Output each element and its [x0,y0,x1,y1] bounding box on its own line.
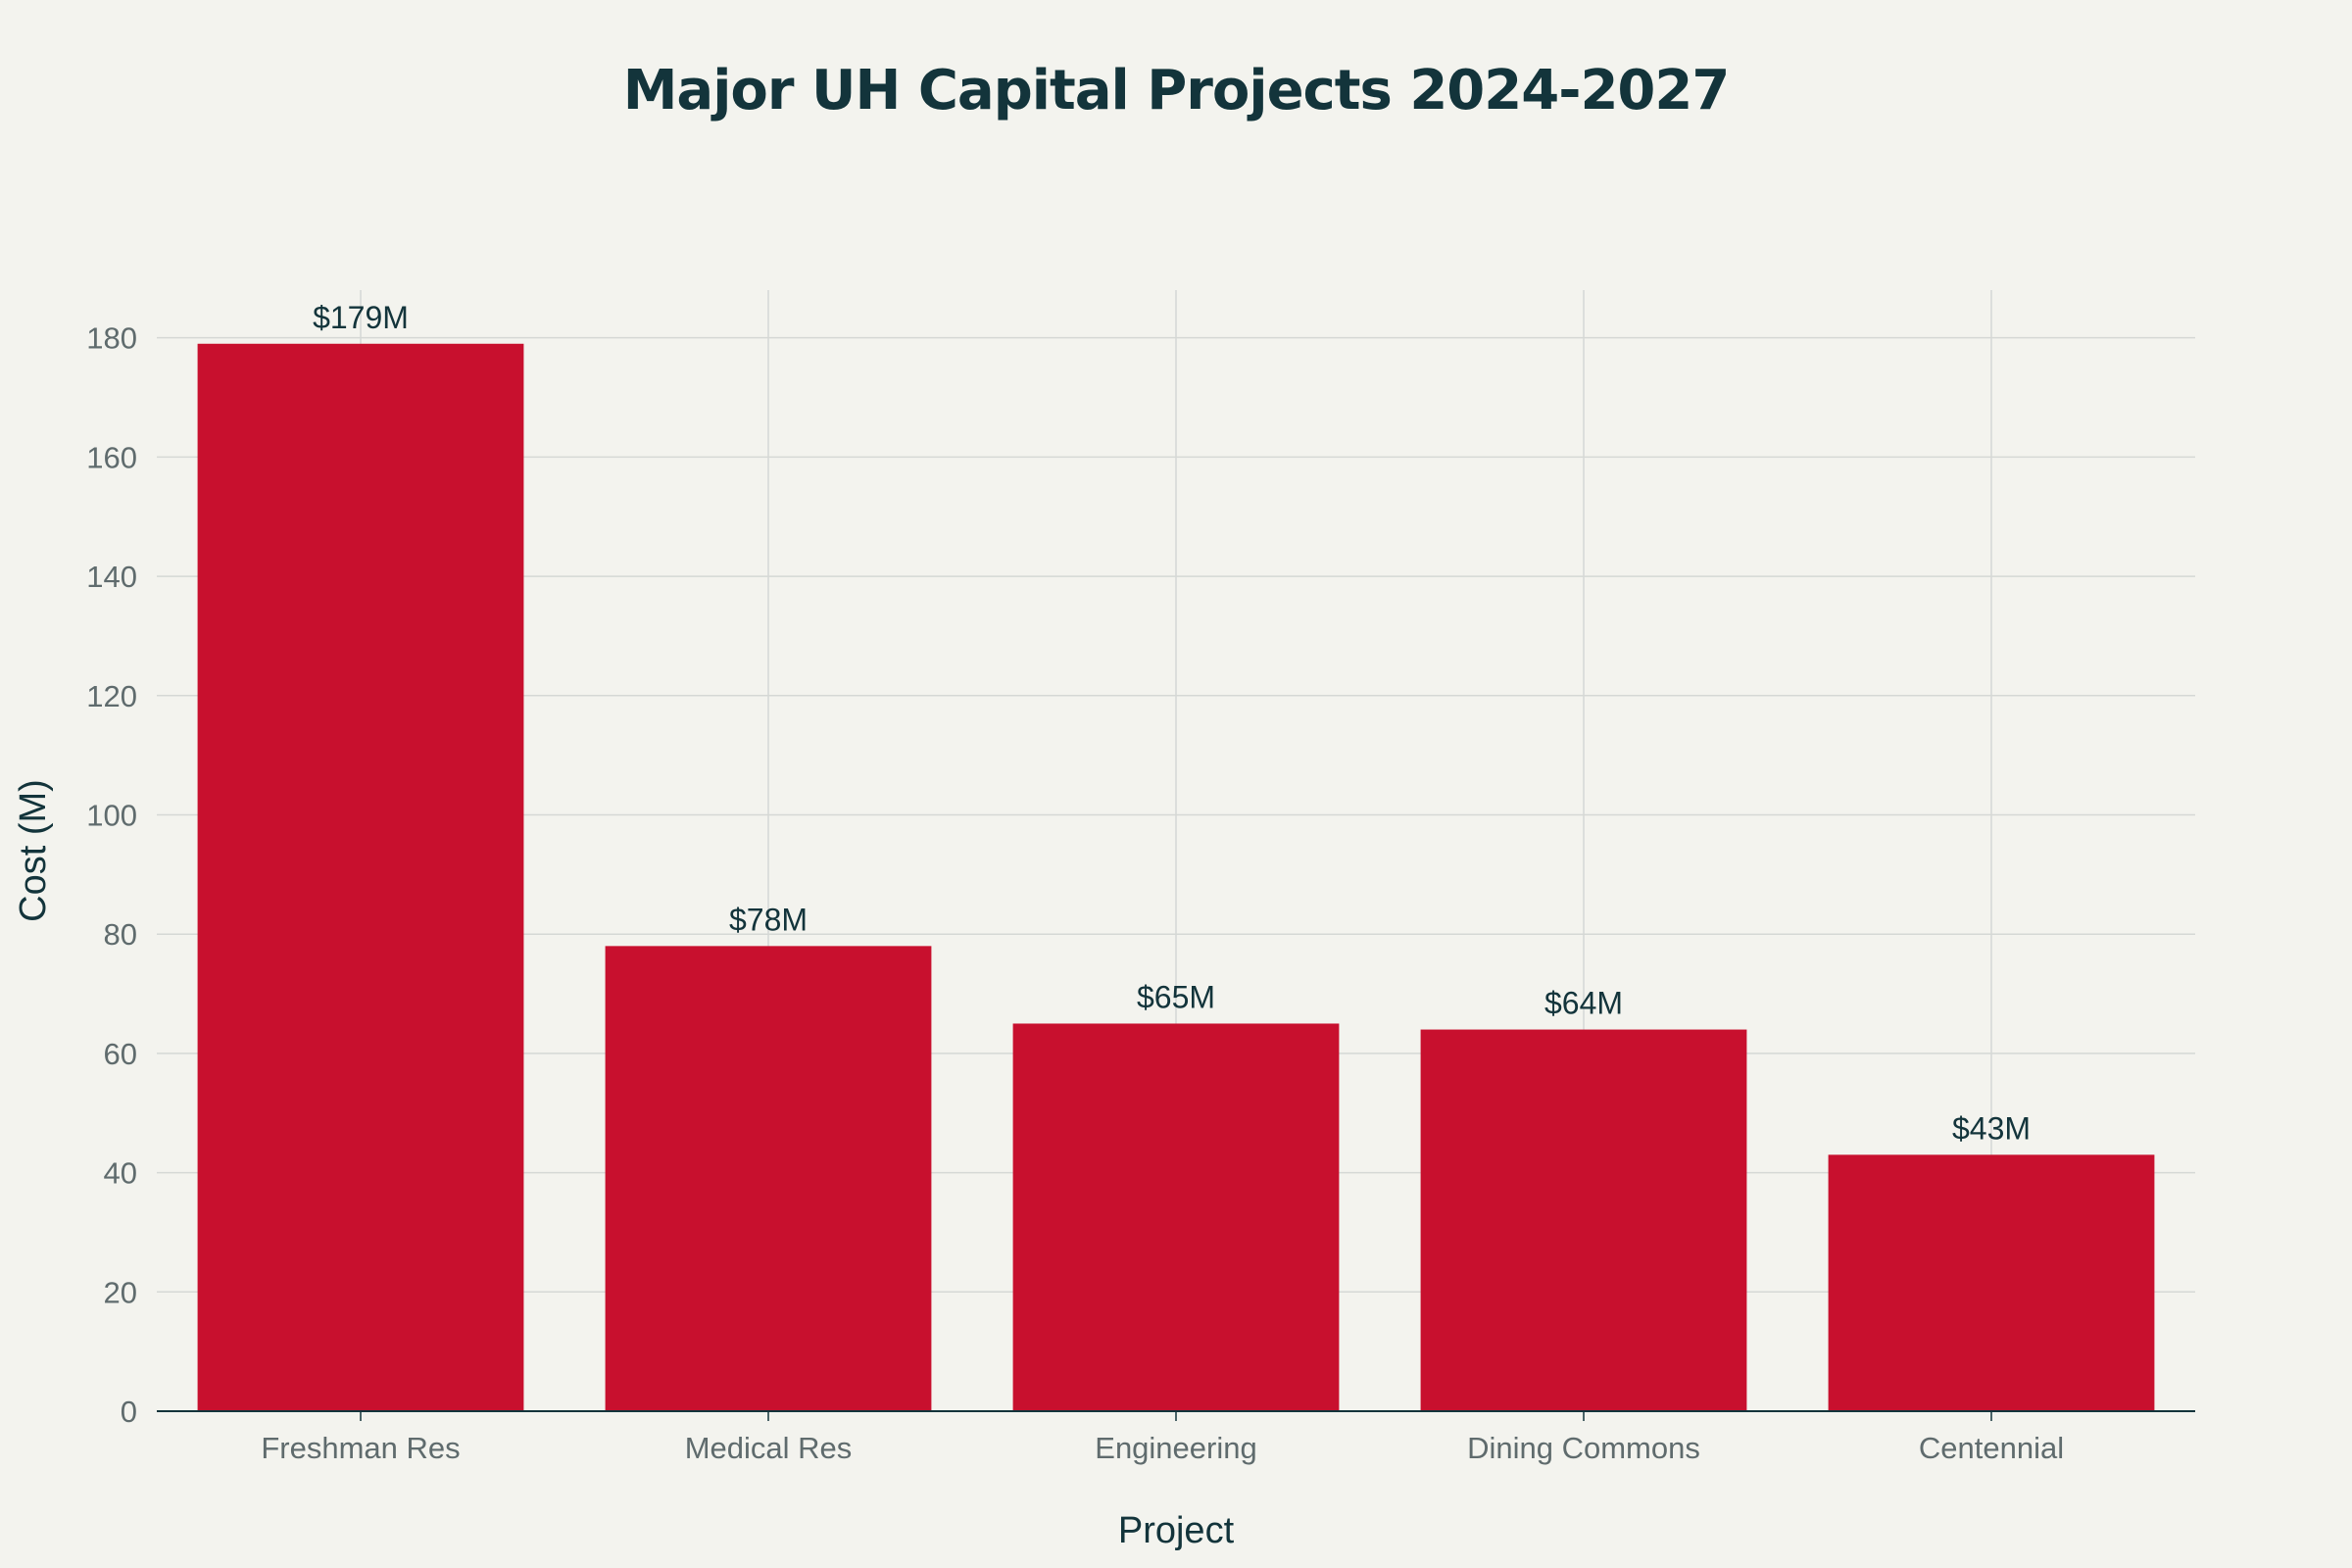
x-tick-label: Dining Commons [1467,1431,1700,1465]
bar [1828,1154,2155,1411]
bar-value-label: $179M [313,300,409,335]
bar-value-label: $65M [1137,979,1215,1014]
x-tick-label: Medical Res [685,1431,853,1465]
x-axis-title: Project [1118,1510,1235,1551]
y-tick-label: 120 [86,679,137,713]
axes: 0 20 40 60 80 100 120 140 160 180 Freshman Res Medi… [86,321,2195,1465]
bar [1012,1023,1340,1411]
x-tick-label: Freshman Res [261,1431,460,1465]
y-tick-label: 0 [121,1395,137,1429]
bar [605,946,932,1411]
bar-value-label: $43M [1952,1110,2031,1146]
bar-value-label: $64M [1544,986,1623,1021]
x-tick-label: Centennial [1919,1431,2064,1465]
bar [1420,1029,1747,1411]
y-tick-label: 60 [104,1037,137,1071]
y-tick-label: 40 [104,1156,137,1191]
y-tick-label: 80 [104,917,137,952]
chart-title: Major UH Capital Projects 2024-2027 [622,59,1731,122]
y-tick-label: 20 [104,1275,137,1309]
bar-value-label: $78M [729,902,808,937]
bar [197,343,524,1411]
y-tick-label: 100 [86,798,137,832]
y-tick-label: 180 [86,321,137,356]
y-tick-label: 160 [86,440,137,474]
data-labels: $179M $78M $65M $64M $43M [313,300,2031,1147]
y-axis-title: Cost (M) [13,779,54,922]
bars [197,343,2155,1411]
y-tick-label: 140 [86,560,137,594]
x-tick-label: Engineering [1095,1431,1256,1465]
